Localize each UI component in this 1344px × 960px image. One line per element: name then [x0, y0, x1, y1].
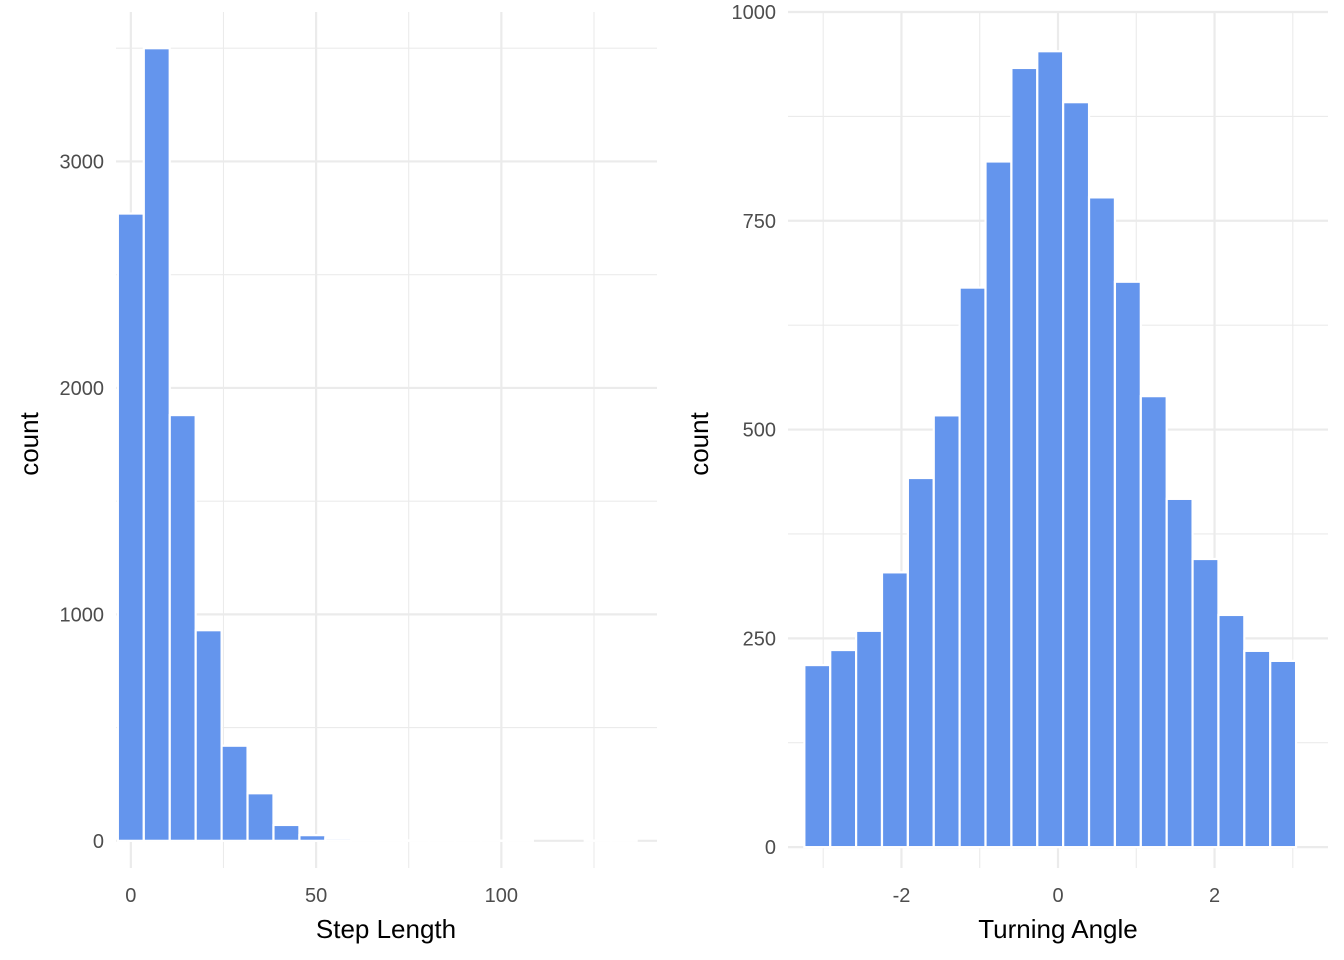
- turning-angle-x-tick-label: 0: [1052, 885, 1063, 907]
- turning-angle-y-tick-label: 1000: [732, 2, 777, 24]
- turning-angle-bar: [1243, 649, 1272, 849]
- turning-angle-bar: [803, 663, 832, 849]
- turning-angle-x-tick-label: 2: [1209, 885, 1220, 907]
- step-length-y-tick-label: 3000: [60, 151, 105, 173]
- turning-angle-bar: [1217, 613, 1246, 849]
- turning-angle-bar: [829, 648, 858, 849]
- step-length-bar: [272, 823, 301, 842]
- turning-angle-y-tick-label: 750: [743, 211, 776, 233]
- turning-angle-y-tick-label: 0: [765, 837, 776, 859]
- step-length-x-axis-title: Step Length: [316, 914, 456, 944]
- turning-angle-bar: [1165, 497, 1194, 849]
- turning-angle-tick-labels: -2 0 2 0 250 500 750 1000: [732, 2, 1221, 907]
- turning-angle-bar: [1139, 395, 1168, 849]
- step-length-bar: [350, 838, 379, 842]
- turning-angle-bars: [803, 50, 1298, 849]
- step-length-bar: [116, 212, 145, 842]
- turning-angle-bar: [1036, 50, 1065, 849]
- step-length-bar: [298, 834, 327, 842]
- step-length-bar: [324, 837, 353, 842]
- turning-angle-bar: [1191, 557, 1220, 849]
- turning-angle-bar: [855, 629, 884, 849]
- turning-angle-bar: [1269, 659, 1298, 849]
- turning-angle-bar: [984, 160, 1013, 849]
- turning-angle-bar: [906, 476, 935, 849]
- step-length-x-tick-label: 0: [125, 885, 136, 907]
- turning-angle-bar: [1087, 196, 1117, 849]
- step-length-bar: [220, 744, 249, 842]
- turning-angle-bar: [880, 571, 909, 849]
- step-length-x-tick-label: 50: [305, 885, 327, 907]
- turning-angle-y-tick-label: 250: [743, 628, 776, 650]
- turning-angle-x-tick-label: -2: [893, 885, 911, 907]
- turning-angle-bar: [1062, 101, 1091, 849]
- step-length-bars: [116, 47, 638, 842]
- step-length-bar: [142, 47, 171, 842]
- turning-angle-x-axis-title: Turning Angle: [978, 914, 1137, 944]
- turning-angle-bar: [932, 414, 961, 849]
- step-length-bar: [246, 792, 275, 842]
- turning-angle-bar: [1113, 280, 1142, 849]
- step-length-y-tick-label: 0: [93, 831, 104, 853]
- step-length-y-tick-label: 1000: [60, 604, 105, 626]
- step-length-y-tick-label: 2000: [60, 378, 105, 400]
- step-length-x-tick-label: 100: [485, 885, 518, 907]
- turning-angle-y-axis-title: count: [684, 411, 714, 475]
- turning-angle-bar: [958, 286, 987, 849]
- step-length-bar: [194, 629, 223, 842]
- turning-angle-histogram: -2 0 2 0 250 500 750 1000 Turning Angle count: [684, 2, 1328, 944]
- step-length-y-axis-title: count: [14, 411, 44, 475]
- step-length-bar: [376, 839, 405, 842]
- turning-angle-y-tick-label: 500: [743, 420, 776, 442]
- turning-angle-bar: [1010, 66, 1039, 849]
- step-length-bar: [168, 413, 197, 842]
